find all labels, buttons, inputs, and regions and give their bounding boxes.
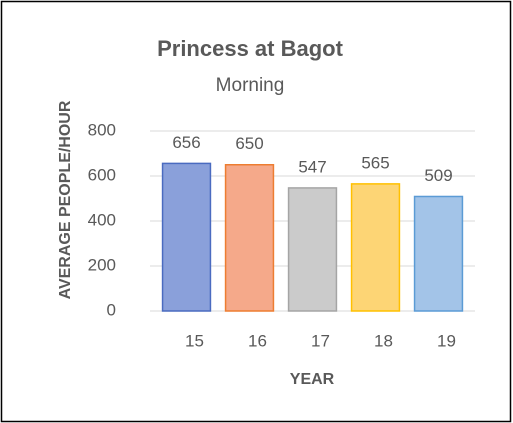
x-tick-label: 16 — [248, 331, 267, 350]
chart-title: Princess at Bagot — [157, 36, 344, 61]
y-tick-label: 400 — [88, 210, 116, 229]
data-label: 650 — [235, 134, 263, 153]
x-tick-label: 19 — [437, 331, 456, 350]
y-tick-label: 200 — [88, 255, 116, 274]
chart-subtitle: Morning — [216, 75, 285, 96]
y-tick-label: 800 — [88, 120, 116, 139]
bar — [161, 162, 212, 312]
x-tick-label: 17 — [311, 331, 330, 350]
x-tick-label: 15 — [185, 331, 204, 350]
x-tick-label: 18 — [374, 331, 393, 350]
bar — [413, 195, 464, 312]
y-tick-label: 600 — [88, 165, 116, 184]
bar — [224, 164, 275, 312]
x-axis-label: YEAR — [290, 371, 335, 388]
data-label: 509 — [424, 166, 452, 185]
y-tick-label: 0 — [107, 300, 116, 319]
bar — [350, 183, 401, 312]
y-axis-label: AVERAGE PEOPLE/HOUR — [57, 100, 74, 299]
data-label: 656 — [172, 133, 200, 152]
bar — [287, 187, 338, 312]
data-label: 565 — [361, 153, 389, 172]
data-label: 547 — [298, 157, 326, 176]
